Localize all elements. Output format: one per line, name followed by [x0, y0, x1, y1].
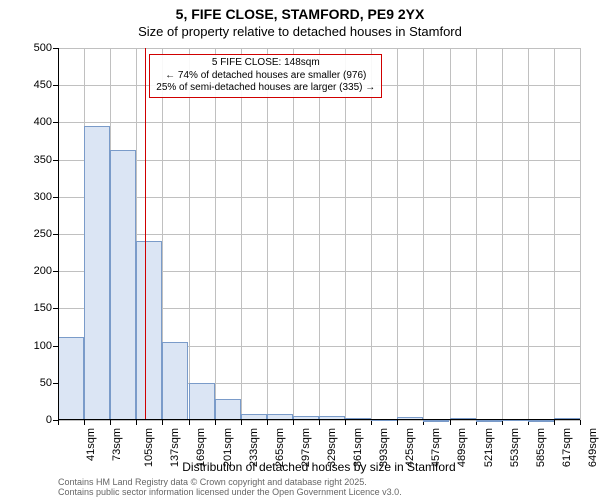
ytick-label: 450: [12, 79, 52, 91]
xtick-mark: [136, 420, 137, 425]
ytick-label: 250: [12, 228, 52, 240]
y-axis-line: [58, 48, 59, 420]
xtick-label: 297sqm: [300, 428, 312, 467]
grid-line: [423, 48, 424, 420]
grid-line: [371, 48, 372, 420]
grid-line: [476, 48, 477, 420]
xtick-label: 393sqm: [378, 428, 390, 467]
histogram-bar: [58, 337, 84, 420]
grid-line: [554, 48, 555, 420]
histogram-bar: [162, 342, 188, 420]
ytick-label: 100: [12, 340, 52, 352]
xtick-label: 553sqm: [509, 428, 521, 467]
footer-line2: Contains public sector information licen…: [58, 488, 402, 498]
xtick-label: 329sqm: [326, 428, 338, 467]
xtick-label: 105sqm: [143, 428, 155, 467]
xtick-label: 361sqm: [352, 428, 364, 467]
grid-line: [267, 48, 268, 420]
grid-line: [397, 48, 398, 420]
grid-line: [502, 48, 503, 420]
callout-box: 5 FIFE CLOSE: 148sqm← 74% of detached ho…: [149, 54, 382, 98]
ytick-label: 300: [12, 191, 52, 203]
xtick-label: 617sqm: [561, 428, 573, 467]
callout-line: 25% of semi-detached houses are larger (…: [156, 82, 375, 95]
xtick-mark: [554, 420, 555, 425]
ytick-label: 400: [12, 116, 52, 128]
xtick-mark: [58, 420, 59, 425]
grid-line: [215, 48, 216, 420]
xtick-label: 169sqm: [196, 428, 208, 467]
histogram-bar: [189, 383, 215, 420]
xtick-mark: [267, 420, 268, 425]
grid-line: [241, 48, 242, 420]
xtick-label: 489sqm: [457, 428, 469, 467]
chart-container: 5, FIFE CLOSE, STAMFORD, PE9 2YX Size of…: [0, 0, 600, 500]
histogram-bar: [84, 126, 110, 420]
x-axis-label: Distribution of detached houses by size …: [58, 460, 580, 474]
chart-title-line1: 5, FIFE CLOSE, STAMFORD, PE9 2YX: [0, 6, 600, 22]
ytick-label: 150: [12, 302, 52, 314]
xtick-mark: [397, 420, 398, 425]
xtick-mark: [84, 420, 85, 425]
plot-area: 5 FIFE CLOSE: 148sqm← 74% of detached ho…: [58, 48, 580, 420]
ytick-label: 0: [12, 414, 52, 426]
ytick-label: 350: [12, 154, 52, 166]
grid-line: [293, 48, 294, 420]
grid-line: [345, 48, 346, 420]
callout-line: 5 FIFE CLOSE: 148sqm: [156, 57, 375, 70]
xtick-label: 425sqm: [404, 428, 416, 467]
grid-line: [580, 48, 581, 420]
xtick-mark: [241, 420, 242, 425]
xtick-mark: [110, 420, 111, 425]
xtick-label: 585sqm: [535, 428, 547, 467]
xtick-label: 41sqm: [85, 428, 97, 461]
xtick-mark: [345, 420, 346, 425]
xtick-label: 521sqm: [483, 428, 495, 467]
xtick-mark: [293, 420, 294, 425]
chart-title-line2: Size of property relative to detached ho…: [0, 24, 600, 39]
xtick-label: 233sqm: [248, 428, 260, 467]
ytick-label: 50: [12, 377, 52, 389]
xtick-label: 201sqm: [222, 428, 234, 467]
histogram-bar: [110, 150, 136, 420]
property-marker-line: [145, 48, 146, 420]
xtick-mark: [371, 420, 372, 425]
x-axis-line: [58, 419, 580, 420]
ytick-label: 200: [12, 265, 52, 277]
grid-line: [189, 48, 190, 420]
grid-line: [528, 48, 529, 420]
xtick-label: 137sqm: [169, 428, 181, 467]
ytick-label: 500: [12, 42, 52, 54]
xtick-mark: [162, 420, 163, 425]
xtick-label: 649sqm: [587, 428, 599, 467]
callout-line: ← 74% of detached houses are smaller (97…: [156, 70, 375, 83]
xtick-mark: [189, 420, 190, 425]
xtick-mark: [450, 420, 451, 425]
xtick-mark: [215, 420, 216, 425]
xtick-mark: [319, 420, 320, 425]
grid-line: [450, 48, 451, 420]
xtick-label: 73sqm: [111, 428, 123, 461]
xtick-label: 265sqm: [274, 428, 286, 467]
histogram-bar: [136, 241, 162, 420]
histogram-bar: [215, 399, 241, 420]
grid-line: [319, 48, 320, 420]
xtick-mark: [580, 420, 581, 425]
xtick-label: 457sqm: [430, 428, 442, 467]
